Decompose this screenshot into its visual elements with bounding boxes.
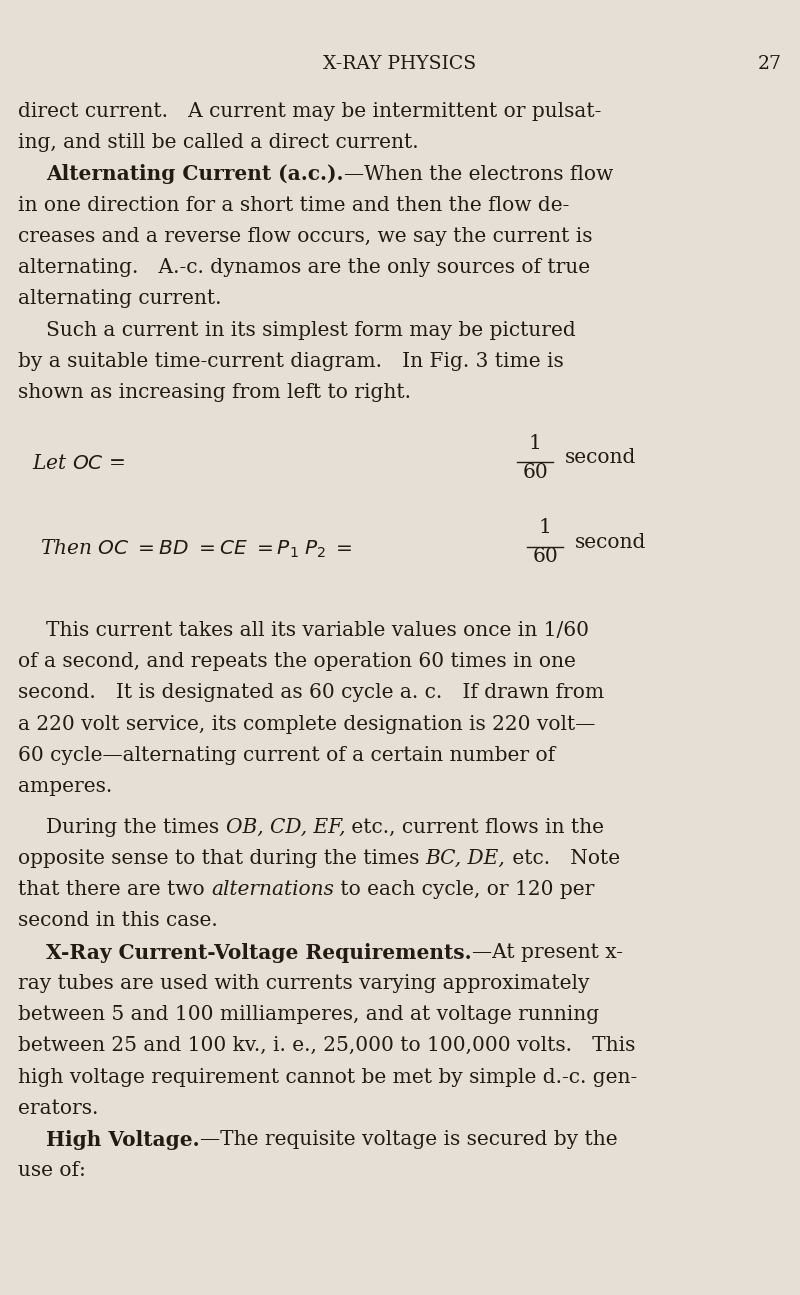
Text: Alternating Current (a.c.).: Alternating Current (a.c.). — [46, 164, 343, 184]
Text: Such a current in its simplest form may be pictured: Such a current in its simplest form may … — [46, 321, 576, 339]
Text: 60: 60 — [532, 548, 558, 566]
Text: Then $OC$ $=BD$ $=CE$ $=P_1\;P_2$ $=$: Then $OC$ $=BD$ $=CE$ $=P_1\;P_2$ $=$ — [41, 537, 353, 561]
Text: in one direction for a short time and then the flow de-: in one direction for a short time and th… — [18, 196, 570, 215]
Text: a 220 volt service, its complete designation is 220 volt—: a 220 volt service, its complete designa… — [18, 715, 595, 733]
Text: shown as increasing from left to right.: shown as increasing from left to right. — [18, 383, 411, 403]
Text: Let $OC$ =: Let $OC$ = — [32, 453, 125, 473]
Text: 27: 27 — [758, 54, 782, 73]
Text: OB, CD, EF,: OB, CD, EF, — [226, 817, 345, 837]
Text: high voltage requirement cannot be met by simple d.-c. gen-: high voltage requirement cannot be met b… — [18, 1067, 638, 1087]
Text: that there are two: that there are two — [18, 881, 211, 899]
Text: second in this case.: second in this case. — [18, 912, 218, 930]
Text: ing, and still be called a direct current.: ing, and still be called a direct curren… — [18, 133, 418, 153]
Text: etc. Note: etc. Note — [506, 850, 620, 868]
Text: X-RAY PHYSICS: X-RAY PHYSICS — [323, 54, 477, 73]
Text: erators.: erators. — [18, 1099, 98, 1118]
Text: This current takes all its variable values once in 1/60: This current takes all its variable valu… — [46, 620, 589, 640]
Text: —At present x-: —At present x- — [472, 943, 622, 962]
Text: to each cycle, or 120 per: to each cycle, or 120 per — [334, 881, 594, 899]
Text: of a second, and repeats the operation 60 times in one: of a second, and repeats the operation 6… — [18, 651, 576, 671]
Text: 1: 1 — [538, 518, 551, 537]
Text: —The requisite voltage is secured by the: —The requisite voltage is secured by the — [200, 1131, 618, 1149]
Text: second. It is designated as 60 cycle a. c. If drawn from: second. It is designated as 60 cycle a. … — [18, 684, 604, 702]
Text: High Voltage.: High Voltage. — [46, 1131, 200, 1150]
Text: During the times: During the times — [46, 817, 226, 837]
Text: 60 cycle—alternating current of a certain number of: 60 cycle—alternating current of a certai… — [18, 746, 555, 765]
Text: creases and a reverse flow occurs, we say the current is: creases and a reverse flow occurs, we sa… — [18, 227, 593, 246]
Text: second: second — [575, 532, 646, 552]
Text: opposite sense to that during the times: opposite sense to that during the times — [18, 850, 426, 868]
Text: direct current. A current may be intermittent or pulsat-: direct current. A current may be intermi… — [18, 102, 602, 120]
Text: —When the electrons flow: —When the electrons flow — [343, 164, 613, 184]
Text: second: second — [565, 448, 636, 467]
Text: alternating current.: alternating current. — [18, 290, 222, 308]
Text: between 25 and 100 kv., i. e., 25,000 to 100,000 volts. This: between 25 and 100 kv., i. e., 25,000 to… — [18, 1036, 635, 1055]
Text: 1: 1 — [529, 434, 542, 452]
Text: BC, DE,: BC, DE, — [426, 850, 506, 868]
Text: alternating. A.-c. dynamos are the only sources of true: alternating. A.-c. dynamos are the only … — [18, 258, 590, 277]
Text: X-Ray Current-Voltage Requirements.: X-Ray Current-Voltage Requirements. — [46, 943, 472, 962]
Text: ray tubes are used with currents varying approximately: ray tubes are used with currents varying… — [18, 974, 590, 993]
Text: between 5 and 100 milliamperes, and at voltage running: between 5 and 100 milliamperes, and at v… — [18, 1005, 599, 1024]
Text: 60: 60 — [522, 462, 548, 482]
Text: by a suitable time-current diagram. In Fig. 3 time is: by a suitable time-current diagram. In F… — [18, 352, 564, 370]
Text: alternations: alternations — [211, 881, 334, 899]
Text: amperes.: amperes. — [18, 777, 112, 796]
Text: etc., current flows in the: etc., current flows in the — [345, 817, 604, 837]
Text: use of:: use of: — [18, 1162, 86, 1180]
